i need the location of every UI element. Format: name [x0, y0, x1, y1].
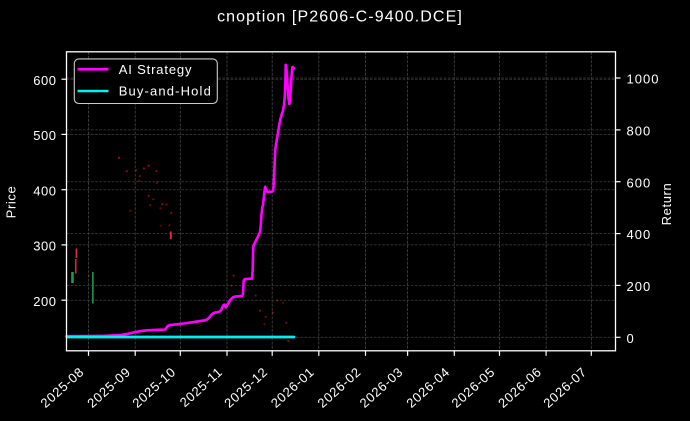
svg-text:0: 0	[627, 331, 635, 346]
svg-text:1000: 1000	[627, 72, 660, 87]
svg-text:400: 400	[33, 183, 56, 198]
svg-text:400: 400	[627, 227, 652, 242]
svg-text:500: 500	[33, 128, 56, 143]
svg-text:Return: Return	[659, 183, 674, 226]
svg-text:600: 600	[627, 175, 652, 190]
svg-text:AI Strategy: AI Strategy	[119, 62, 193, 77]
svg-text:cnoption [P2606-C-9400.DCE]: cnoption [P2606-C-9400.DCE]	[217, 9, 463, 26]
svg-text:200: 200	[627, 279, 652, 294]
svg-text:600: 600	[33, 73, 56, 88]
svg-text:200: 200	[33, 294, 56, 309]
svg-text:Buy-and-Hold: Buy-and-Hold	[119, 84, 212, 99]
svg-text:800: 800	[627, 124, 652, 139]
svg-text:Price: Price	[4, 186, 19, 219]
svg-text:300: 300	[33, 239, 56, 254]
